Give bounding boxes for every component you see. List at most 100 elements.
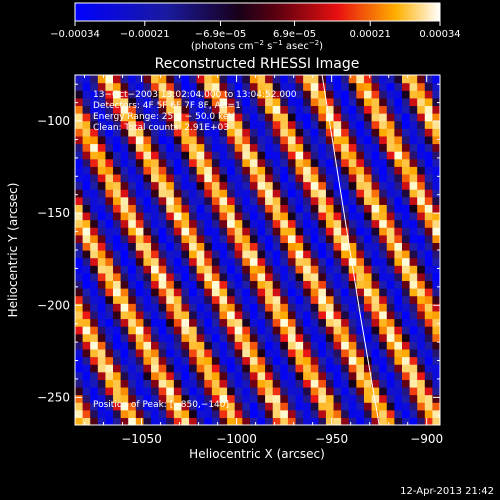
image-pixel <box>287 135 297 145</box>
image-pixel <box>280 143 289 152</box>
image-pixel <box>325 105 335 114</box>
image-pixel <box>249 402 259 411</box>
image-pixel <box>82 82 91 91</box>
image-pixel <box>249 97 259 107</box>
image-pixel <box>242 75 251 84</box>
image-pixel <box>181 417 190 425</box>
image-pixel <box>401 310 411 320</box>
image-pixel <box>272 120 281 129</box>
image-pixel <box>356 371 365 380</box>
image-pixel <box>173 341 183 350</box>
image-pixel <box>386 105 395 114</box>
image-pixel <box>173 272 183 282</box>
image-pixel <box>424 90 433 99</box>
image-pixel <box>204 97 213 107</box>
image-pixel <box>82 371 91 380</box>
image-pixel <box>135 257 145 266</box>
image-pixel <box>310 333 319 342</box>
image-pixel <box>128 173 137 183</box>
image-pixel <box>265 265 274 274</box>
image-pixel <box>105 265 114 274</box>
image-pixel <box>128 204 137 213</box>
image-pixel <box>348 234 357 243</box>
image-pixel <box>189 227 198 236</box>
image-pixel <box>143 310 152 320</box>
image-pixel <box>97 402 107 411</box>
image-pixel <box>325 265 335 274</box>
image-pixel <box>173 333 183 342</box>
image-pixel <box>135 219 145 228</box>
image-pixel <box>280 394 289 403</box>
image-pixel <box>409 90 418 99</box>
image-pixel <box>394 288 403 297</box>
image-pixel <box>371 356 380 365</box>
image-pixel <box>409 234 418 243</box>
image-pixel <box>409 219 418 228</box>
image-pixel <box>249 173 259 183</box>
image-pixel <box>90 227 99 236</box>
image-pixel <box>105 326 114 335</box>
image-pixel <box>227 82 236 91</box>
image-pixel <box>371 97 380 107</box>
image-pixel <box>196 181 205 190</box>
image-pixel <box>348 280 357 289</box>
image-pixel <box>219 371 228 380</box>
image-pixel <box>272 265 281 274</box>
image-pixel <box>105 379 114 388</box>
image-pixel <box>128 196 137 205</box>
image-pixel <box>348 341 357 350</box>
image-pixel <box>181 356 190 365</box>
image-pixel <box>75 250 84 259</box>
image-pixel <box>287 143 297 152</box>
image-pixel <box>394 204 403 213</box>
image-pixel <box>143 181 152 190</box>
image-pixel <box>166 257 175 266</box>
image-pixel <box>341 158 350 167</box>
image-pixel <box>82 402 91 411</box>
image-pixel <box>424 257 433 266</box>
image-pixel <box>303 303 312 312</box>
image-pixel <box>424 295 433 304</box>
image-pixel <box>166 97 175 107</box>
image-pixel <box>234 402 243 411</box>
image-pixel <box>287 173 297 183</box>
image-pixel <box>97 227 107 236</box>
colorbar <box>74 2 441 22</box>
image-pixel <box>204 181 213 190</box>
image-pixel <box>249 386 259 396</box>
image-pixel <box>227 310 236 320</box>
image-pixel <box>295 227 304 236</box>
image-pixel <box>120 394 129 403</box>
image-pixel <box>151 417 160 425</box>
image-pixel <box>417 120 426 129</box>
image-pixel <box>333 173 342 183</box>
image-pixel <box>394 151 403 160</box>
image-pixel <box>417 90 426 99</box>
image-pixel <box>234 386 243 396</box>
image-pixel <box>356 417 365 425</box>
image-pixel <box>249 75 259 84</box>
image-pixel <box>234 288 243 297</box>
image-pixel <box>295 204 304 213</box>
image-pixel <box>120 219 129 228</box>
image-pixel <box>348 196 357 205</box>
image-pixel <box>280 158 289 167</box>
image-pixel <box>265 242 274 251</box>
image-pixel <box>211 272 221 282</box>
image-pixel <box>379 326 388 335</box>
image-pixel <box>249 181 259 190</box>
image-pixel <box>401 280 411 289</box>
image-pixel <box>272 272 281 282</box>
image-pixel <box>105 348 114 358</box>
image-pixel <box>181 135 190 145</box>
image-pixel <box>386 379 395 388</box>
image-pixel <box>227 97 236 107</box>
image-pixel <box>371 386 380 396</box>
image-pixel <box>166 310 175 320</box>
image-pixel <box>242 386 251 396</box>
image-pixel <box>333 295 342 304</box>
image-pixel <box>310 211 319 221</box>
image-pixel <box>386 75 395 84</box>
image-pixel <box>409 265 418 274</box>
image-pixel <box>379 211 388 221</box>
